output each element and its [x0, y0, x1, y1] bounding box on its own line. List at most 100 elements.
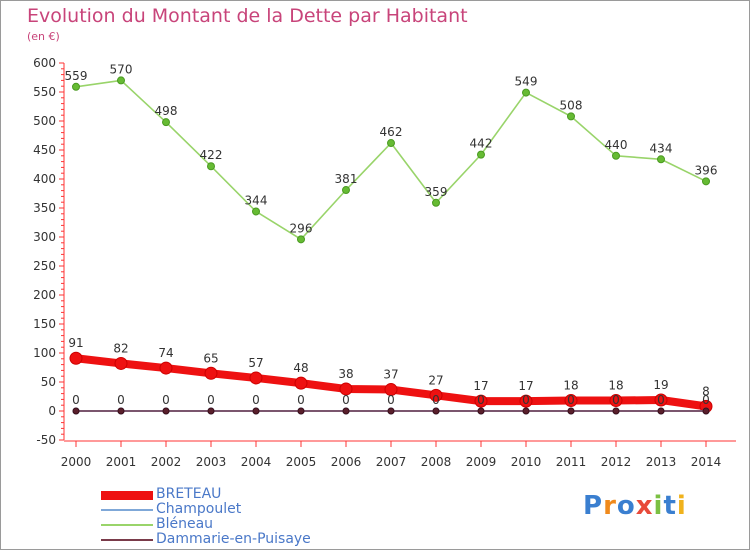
x-tick-label: 2005	[286, 455, 317, 469]
data-label: 0	[432, 393, 440, 407]
legend-swatch	[101, 524, 153, 526]
y-tick-label: 100	[33, 346, 56, 360]
data-point	[477, 150, 485, 159]
legend-swatch	[101, 490, 153, 500]
data-point	[702, 407, 710, 415]
legend-swatch	[101, 509, 153, 511]
data-point	[72, 407, 80, 415]
y-tick-label: 450	[33, 143, 56, 157]
y-tick-label: -50	[36, 433, 56, 447]
x-tick-label: 2002	[151, 455, 182, 469]
data-point	[294, 376, 308, 390]
data-point	[522, 407, 530, 415]
x-tick-label: 2006	[331, 455, 362, 469]
y-tick-label: 300	[33, 230, 56, 244]
data-label: 65	[203, 351, 218, 365]
x-tick-label: 2011	[556, 455, 587, 469]
data-point	[249, 371, 263, 385]
data-label: 0	[117, 393, 125, 407]
data-label: 18	[608, 379, 623, 393]
data-point	[117, 76, 125, 85]
y-tick-label: 250	[33, 259, 56, 273]
data-label: 508	[560, 98, 583, 112]
data-label: 359	[425, 185, 448, 199]
data-point	[564, 394, 578, 408]
data-point	[654, 393, 668, 407]
data-point	[297, 235, 305, 244]
x-tick-label: 2007	[376, 455, 407, 469]
logo-letter: i	[676, 491, 687, 521]
x-tick-label: 2004	[241, 455, 272, 469]
data-label: 57	[248, 356, 263, 370]
data-point	[207, 162, 215, 171]
data-label: 38	[338, 367, 353, 381]
logo-letter: i	[653, 491, 664, 521]
data-label: 0	[162, 393, 170, 407]
data-label: 0	[297, 393, 305, 407]
data-label: 381	[335, 172, 358, 186]
legend-item-dammarie-en-puisaye: Dammarie-en-Puisaye	[101, 531, 361, 547]
data-label: 0	[207, 393, 215, 407]
data-label: 18	[563, 379, 578, 393]
data-point	[159, 361, 173, 375]
data-point	[117, 407, 125, 415]
data-label: 17	[518, 379, 533, 393]
data-label: 559	[65, 69, 88, 83]
x-tick-label: 2014	[691, 455, 722, 469]
data-point	[252, 207, 260, 216]
data-point	[702, 177, 710, 186]
data-point	[69, 351, 83, 365]
data-point	[114, 356, 128, 370]
data-label: 0	[612, 393, 620, 407]
y-tick-label: 600	[33, 56, 56, 70]
y-tick-label: 0	[48, 404, 56, 418]
data-label: 498	[155, 104, 178, 118]
chart-title: Evolution du Montant de la Dette par Hab…	[27, 5, 468, 27]
y-tick-label: 500	[33, 114, 56, 128]
y-tick-label: 150	[33, 317, 56, 331]
data-label: 19	[653, 378, 668, 392]
x-tick-label: 2010	[511, 455, 542, 469]
legend-item-champoulet: Champoulet	[101, 501, 361, 517]
chart-subtitle: (en €)	[27, 30, 60, 43]
x-tick-label: 2000	[61, 455, 92, 469]
data-point	[342, 186, 350, 195]
data-label: 396	[695, 163, 718, 177]
data-label: 0	[342, 393, 350, 407]
data-point	[432, 198, 440, 207]
data-label: 462	[380, 125, 403, 139]
data-label: 549	[515, 75, 538, 89]
data-point	[432, 407, 440, 415]
data-label: 91	[68, 336, 83, 350]
legend-label: Dammarie-en-Puisaye	[156, 531, 311, 547]
data-point	[657, 155, 665, 164]
legend-item-breteau: BRETEAU	[101, 486, 361, 502]
data-label: 0	[477, 393, 485, 407]
data-point	[612, 407, 620, 415]
y-tick-label: 400	[33, 172, 56, 186]
legend-label: Champoulet	[156, 501, 242, 517]
legend: BRETEAU Champoulet Bléneau Dammarie-en-Puis…	[101, 486, 361, 547]
data-point	[612, 151, 620, 160]
data-label: 0	[72, 393, 80, 407]
logo-letter: t	[663, 491, 677, 521]
data-point	[297, 407, 305, 415]
data-label: 8	[702, 384, 710, 398]
x-tick-label: 2001	[106, 455, 137, 469]
series-bl-neau: 559 570 498 422 344 296 381 462 359 442 549 508 440 4…	[65, 62, 718, 244]
data-label: 440	[605, 138, 628, 152]
series-dammarie-en-puisaye: 0 0 0 0 0 0 0 0 0 0 0 0 0 0 0	[72, 393, 710, 415]
data-label: 0	[567, 393, 575, 407]
legend-item-bl-neau: Bléneau	[101, 516, 361, 532]
y-tick-label: 350	[33, 201, 56, 215]
data-point	[72, 82, 80, 91]
data-label: 434	[650, 141, 673, 155]
data-label: 27	[428, 373, 443, 387]
legend-label: Bléneau	[156, 516, 214, 532]
x-tick-label: 2009	[466, 455, 497, 469]
data-point	[657, 407, 665, 415]
data-label: 17	[473, 379, 488, 393]
data-label: 344	[245, 193, 268, 207]
data-label: 570	[110, 62, 133, 76]
